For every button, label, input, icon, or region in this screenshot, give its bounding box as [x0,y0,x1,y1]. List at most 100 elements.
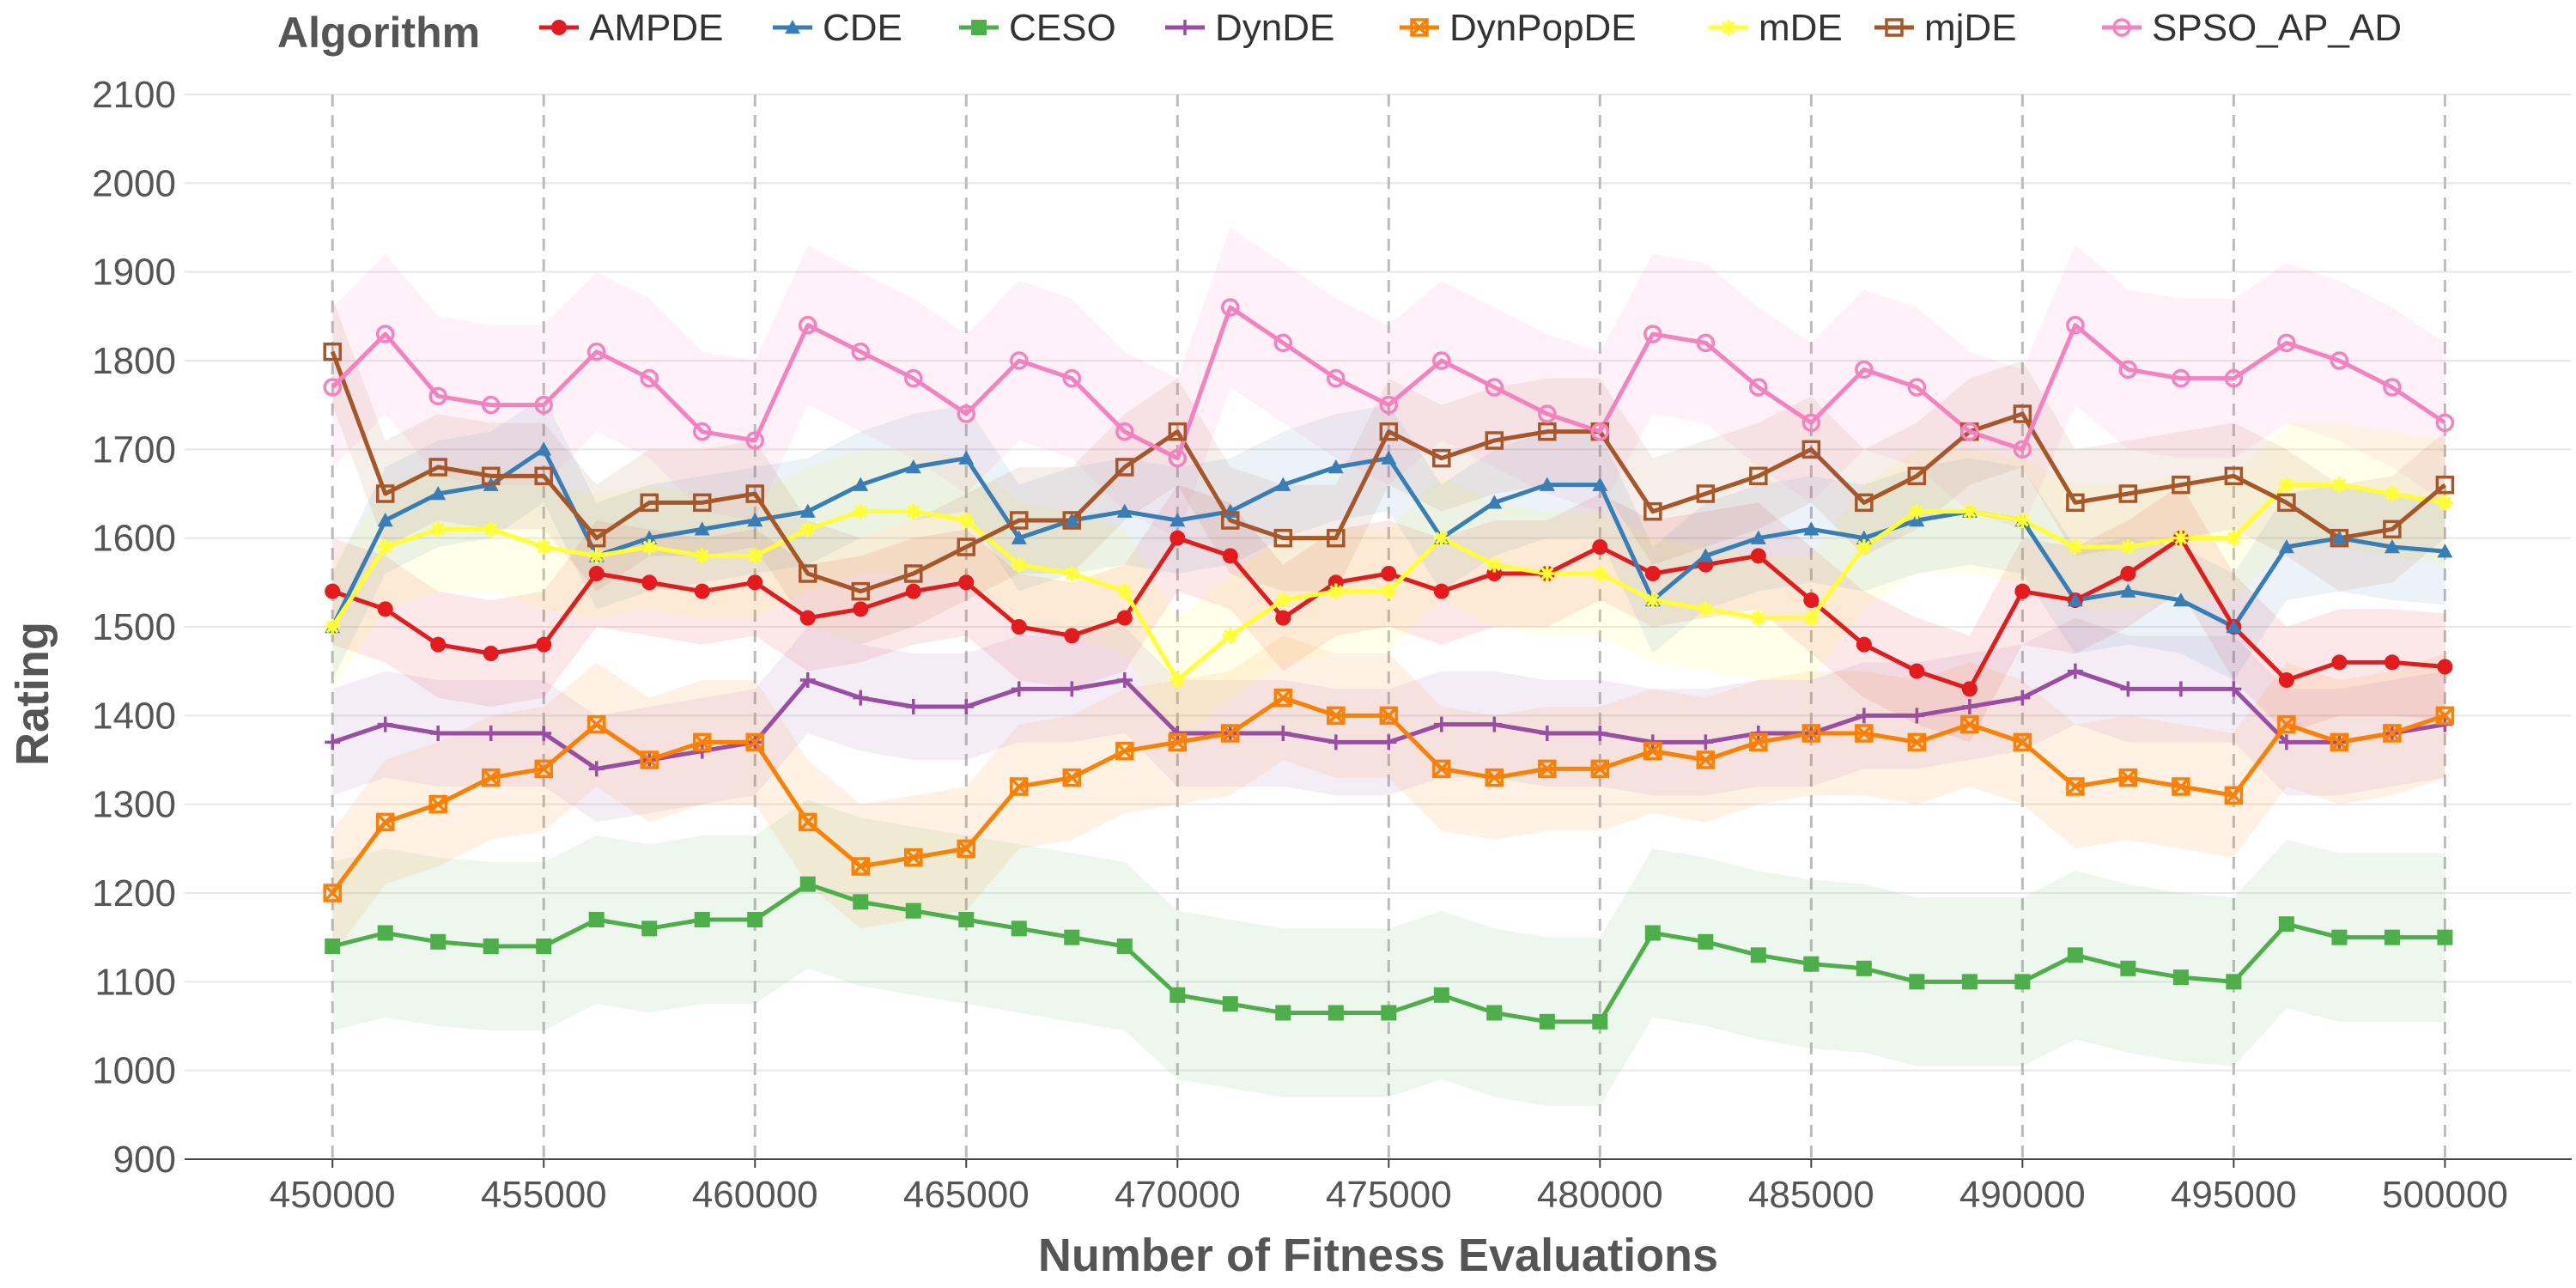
point-SPSO_AP_AD [428,386,447,406]
point-SPSO_AP_AD [2330,351,2349,370]
point-SPSO_AP_AD [957,404,976,423]
point-AMPDE [1381,566,1397,581]
line-mjDE [330,350,2446,594]
legend: Algorithm AMPDE CDE CESO DynDE DynPopDE mDE mj… [277,7,2402,57]
point-mDE [1750,610,1766,626]
point-CESO [2331,929,2348,945]
point-SPSO_AP_AD [481,395,501,415]
point-mjDE [323,342,342,361]
point-AMPDE [853,601,869,617]
point-mDE [2437,495,2453,511]
point-DynDE [2278,734,2294,750]
point-CESO [1011,920,1027,937]
band-CESO [332,799,2445,1106]
point-mDE [1275,592,1291,608]
point-DynDE [2120,681,2136,697]
point-CESO [1909,974,1925,990]
point-CDE [536,441,552,456]
legend-swatch-marker-mDE [1721,20,1736,35]
x-tick-label: 495000 [2171,1174,2297,1216]
point-mDE [694,548,710,564]
point-SPSO_AP_AD [534,395,553,415]
point-AMPDE [377,601,393,617]
point-CDE [2278,539,2294,554]
point-mDE [2120,539,2136,555]
x-tick-label: 475000 [1326,1174,1452,1216]
legend-swatch-marker-AMPDE [551,20,567,35]
point-mDE [2331,477,2348,493]
point-mjDE [1273,528,1293,548]
point-DynPopDE [2172,777,2190,796]
point-AMPDE [958,574,975,591]
point-DynDE [853,690,869,706]
point-SPSO_AP_AD [745,431,764,450]
point-DynDE [1486,716,1503,732]
point-DynPopDE [745,732,764,752]
point-mDE [1539,566,1555,581]
line-SPSO_AP_AD [331,305,2446,461]
point-SPSO_AP_AD [2224,368,2244,388]
point-SPSO_AP_AD [1643,325,1662,343]
point-SPSO_AP_AD [1749,378,1768,397]
point-CDE [1750,530,1766,544]
point-mjDE [1327,528,1346,548]
point-DynPopDE [1010,777,1029,796]
point-CESO [1961,974,1978,990]
point-CDE [958,450,975,465]
point-SPSO_AP_AD [2277,333,2296,353]
point-SPSO_AP_AD [1538,404,1557,423]
point-AMPDE [1116,610,1133,626]
point-mDE [1698,601,1714,617]
legend-swatch-marker-SPSO_AP_AD [2112,18,2131,37]
point-CDE [1803,521,1820,536]
point-DynDE [325,734,341,750]
point-CDE [1011,530,1027,544]
point-CESO [1539,1013,1555,1030]
point-SPSO_AP_AD [2118,360,2138,380]
point-DynPopDE [1960,714,1979,734]
point-DynDE [483,726,499,741]
y-tick-label: 1100 [94,961,176,1003]
point-CDE [2120,583,2136,598]
point-DynPopDE [2066,777,2085,796]
point-CESO [430,933,447,950]
x-tick-label: 465000 [903,1174,1030,1216]
point-DynPopDE [2277,714,2296,734]
point-CDE [1064,513,1080,527]
point-DynPopDE [1538,759,1557,779]
point-DynDE [1961,699,1978,714]
point-mDE [641,539,658,555]
point-AMPDE [588,566,605,581]
point-DynDE [799,672,816,688]
point-CDE [799,503,816,518]
point-SPSO_AP_AD [1801,413,1821,433]
point-CDE [2172,592,2189,607]
band-mjDE [332,298,2445,645]
point-mDE [1381,583,1397,599]
point-CESO [1327,1005,1344,1021]
point-DynPopDE [2224,786,2244,805]
point-SPSO_AP_AD [1590,422,1610,441]
point-DynPopDE [428,794,447,814]
point-DynDE [1381,734,1397,750]
point-DynPopDE [692,732,712,752]
point-SPSO_AP_AD [1062,368,1082,388]
point-CDE [1856,530,1872,544]
point-mjDE [1749,466,1768,486]
point-DynPopDE [323,884,342,902]
point-CESO [2120,960,2136,976]
point-CESO [2384,929,2400,945]
y-tick-label: 1500 [92,606,176,648]
point-mDE [325,619,341,635]
point-mjDE [692,493,712,513]
point-CESO [1486,1005,1503,1021]
point-DynDE [2172,681,2189,697]
point-mDE [2014,513,2031,528]
point-DynDE [1275,726,1291,741]
legend-label-DynDE: DynDE [1215,7,1334,49]
point-mjDE [1801,440,1821,459]
y-tick-label: 900 [113,1139,176,1181]
axes [185,1158,2572,1168]
band-mDE [332,422,2445,743]
point-SPSO_AP_AD [2383,378,2402,397]
